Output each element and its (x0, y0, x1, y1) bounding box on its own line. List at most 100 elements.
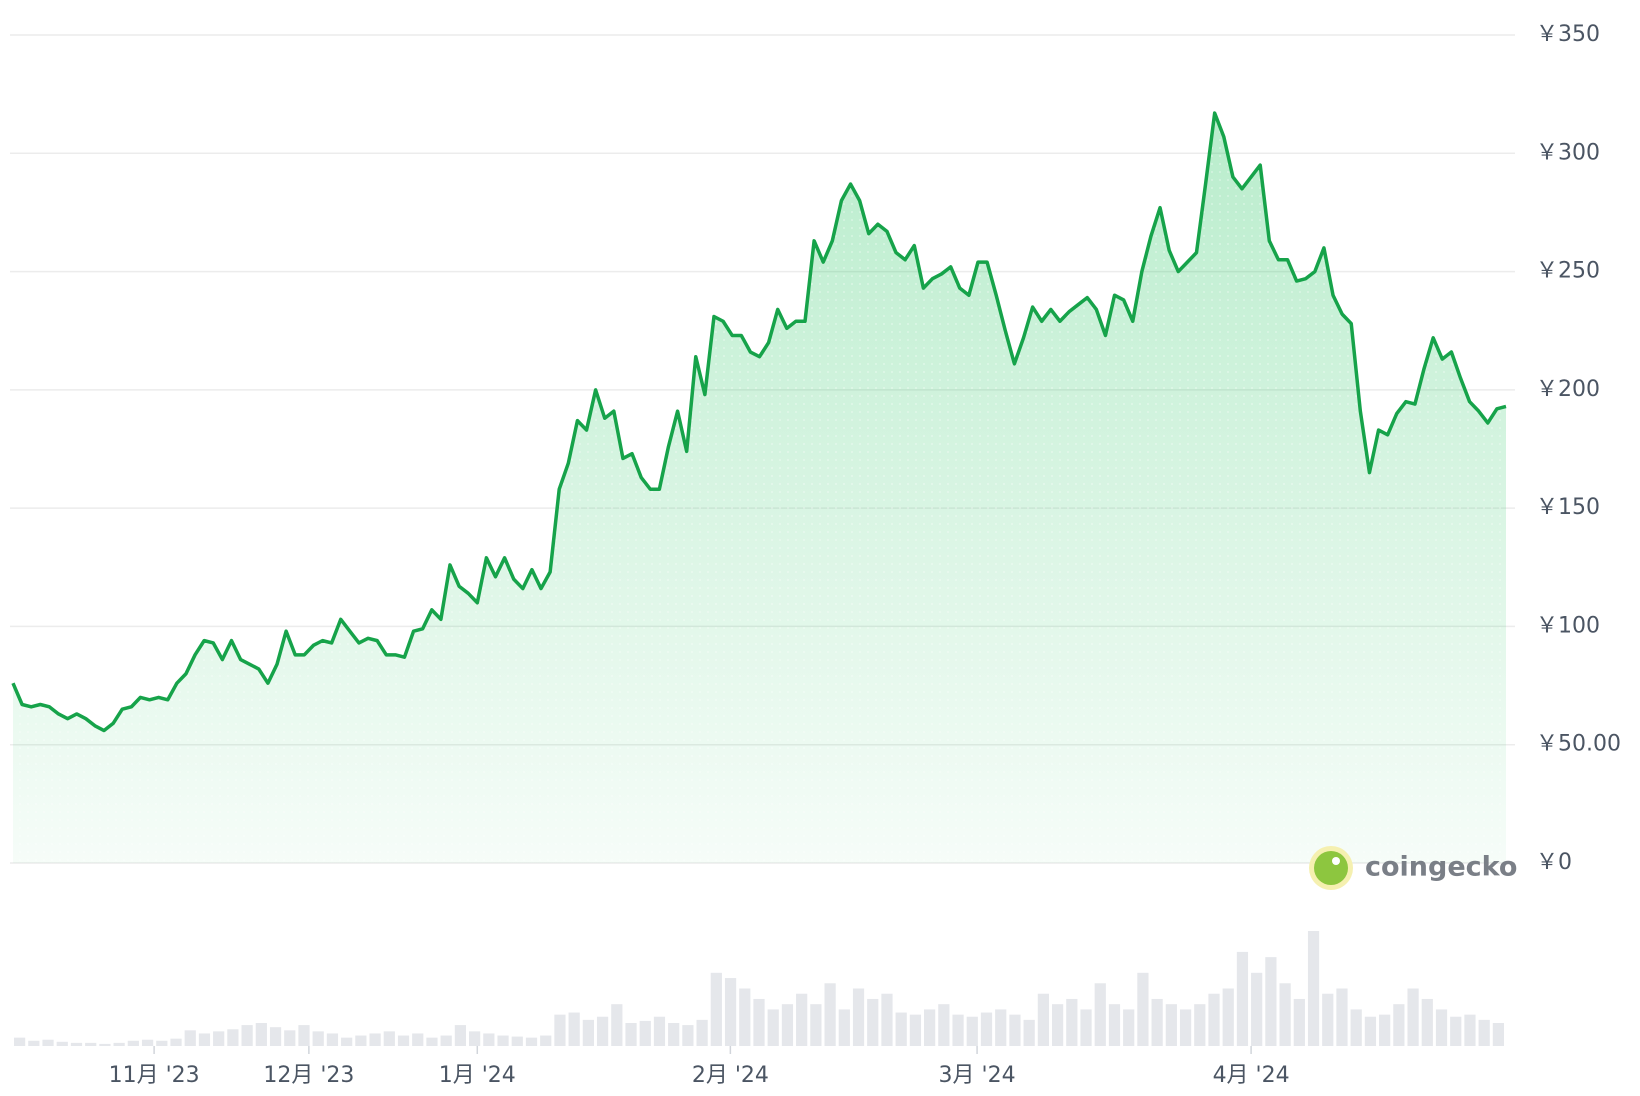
volume-bar (781, 1004, 794, 1046)
y-tick-label: ￥50.00 (1536, 732, 1621, 757)
volume-bar (895, 1012, 907, 1046)
volume-bar (269, 1027, 282, 1046)
volume-bar (198, 1033, 211, 1046)
volume-bar (1108, 1004, 1121, 1046)
volume-bar (1094, 983, 1106, 1046)
volume-bar (1279, 983, 1291, 1046)
y-tick-label: ￥100 (1536, 613, 1600, 638)
volume-bar (312, 1031, 324, 1046)
volume-bar (724, 978, 737, 1046)
volume-bar (497, 1035, 509, 1046)
y-tick-label: ￥150 (1536, 495, 1600, 520)
volume-bar (184, 1030, 196, 1046)
volume-bar (1393, 1004, 1405, 1046)
volume-bar (639, 1020, 651, 1046)
volume-bar (1222, 988, 1234, 1046)
volume-bar (14, 1037, 26, 1046)
volume-bar (483, 1033, 495, 1046)
volume-bar (995, 1009, 1007, 1046)
volume-bar (56, 1041, 68, 1046)
volume-bar (170, 1038, 182, 1046)
volume-bar (426, 1037, 438, 1046)
volume-bar (653, 1016, 666, 1046)
volume-bar (1179, 1009, 1192, 1046)
volume-bar (1123, 1009, 1135, 1046)
volume-bar (668, 1023, 680, 1046)
volume-bar (1051, 1004, 1064, 1046)
volume-bar (141, 1039, 154, 1046)
watermark: coingecko (1309, 846, 1517, 890)
volume-bar (1364, 1016, 1377, 1046)
x-tick-label: 12月 '23 (263, 1063, 354, 1088)
volume-bar (682, 1025, 694, 1046)
volume-bar (156, 1040, 168, 1046)
volume-bar (341, 1037, 353, 1046)
x-tick-label: 1月 '24 (439, 1063, 516, 1088)
volume-bar (540, 1035, 552, 1046)
volume-bar (1137, 972, 1149, 1046)
volume-bar (1023, 1019, 1035, 1046)
volume-bar (881, 993, 893, 1046)
volume-bar (1080, 1009, 1092, 1046)
logo-eye (1332, 857, 1340, 865)
volume-bar (767, 1009, 779, 1046)
volume-bar (383, 1031, 395, 1046)
volume-bar (412, 1033, 424, 1046)
volume-bar (355, 1035, 367, 1046)
volume-bar (85, 1042, 97, 1046)
volume-bar (241, 1025, 253, 1046)
volume-bar (326, 1033, 339, 1046)
x-tick-label: 3月 '24 (939, 1063, 1016, 1088)
volume-bar (397, 1035, 410, 1046)
volume-bar (28, 1040, 40, 1046)
volume-bar (1322, 993, 1334, 1046)
volume-bar (213, 1031, 225, 1046)
volume-bar (1236, 951, 1249, 1046)
volume-bar (568, 1012, 580, 1046)
volume-bar (596, 1016, 609, 1046)
volume-bar (1307, 931, 1320, 1046)
volume-bar (227, 1029, 239, 1046)
volume-bar (284, 1030, 296, 1046)
volume-bar (796, 993, 808, 1046)
volume-bar (99, 1043, 111, 1046)
volume-bar (710, 972, 722, 1046)
volume-bar (1336, 988, 1348, 1046)
volume-bar (938, 1004, 950, 1046)
volume-bar (909, 1014, 922, 1046)
volume-bar (852, 988, 865, 1046)
volume-bar (1478, 1019, 1490, 1046)
volume-bar (1450, 1016, 1462, 1046)
volume-bar (1492, 1023, 1504, 1046)
y-tick-label: ￥300 (1536, 140, 1600, 165)
area-dots (13, 113, 1506, 863)
volume-bar (625, 1023, 637, 1046)
volume-bar (1037, 993, 1049, 1046)
volume-bar (1464, 1014, 1476, 1046)
x-tick-label: 4月 '24 (1213, 1063, 1290, 1088)
price-line (11, 111, 1507, 733)
volume-bar (554, 1014, 566, 1046)
volume-bar (696, 1019, 708, 1046)
volume-bar (1293, 998, 1305, 1046)
volume-bar (838, 1009, 850, 1046)
volume-bar (469, 1031, 481, 1046)
volume-bar (1421, 998, 1433, 1046)
volume-bar (525, 1037, 538, 1046)
volume-bar (867, 998, 879, 1046)
volume-bar (824, 983, 836, 1046)
logo-text: coingecko (1365, 852, 1517, 883)
volume-bar (980, 1012, 993, 1046)
volume-bar (810, 1004, 822, 1046)
volume-bar (1009, 1014, 1021, 1046)
volume-bar (454, 1025, 467, 1046)
volume-bar (1251, 972, 1263, 1046)
volume-bar (924, 1009, 936, 1046)
volume-bar (952, 1014, 964, 1046)
y-tick-label: ￥250 (1536, 259, 1600, 284)
volume-bar (1407, 988, 1419, 1046)
x-tick-label: 11月 '23 (109, 1063, 200, 1088)
volume-bar (1151, 998, 1163, 1046)
y-tick-label: ￥200 (1536, 377, 1600, 402)
